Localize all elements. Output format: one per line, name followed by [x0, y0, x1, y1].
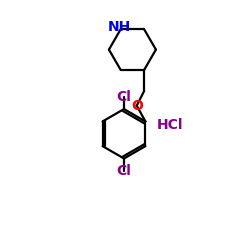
Text: O: O	[131, 99, 143, 113]
Text: Cl: Cl	[116, 164, 132, 178]
Text: HCl: HCl	[156, 118, 183, 132]
Text: Cl: Cl	[116, 90, 132, 104]
Text: NH: NH	[108, 20, 131, 34]
